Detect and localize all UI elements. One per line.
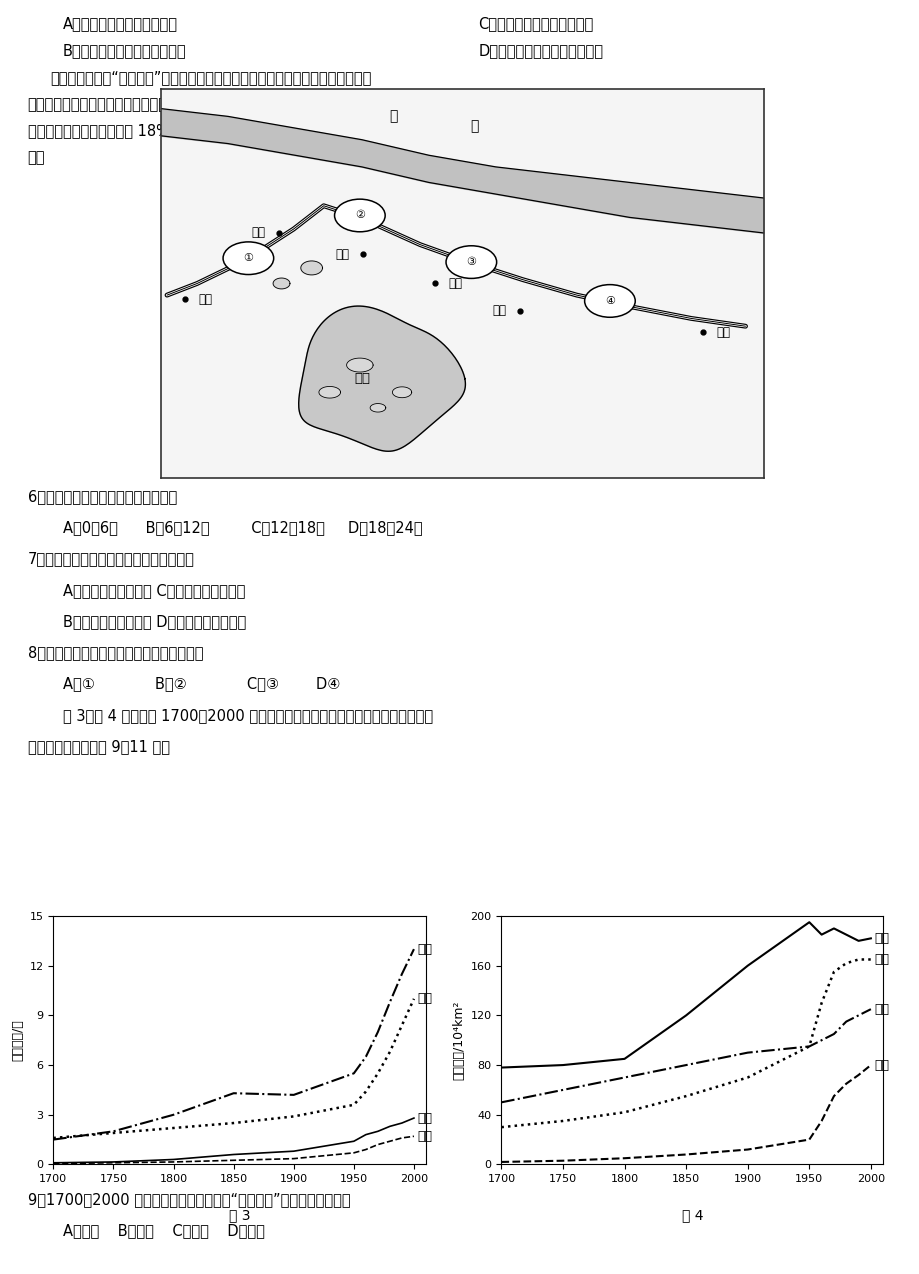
Text: ③: ③ — [466, 257, 476, 268]
Polygon shape — [273, 278, 289, 289]
Text: 6．一天当中，团雾的多发时段往往是: 6．一天当中，团雾的多发时段往往是 — [28, 489, 176, 505]
Text: 高速公路交通事故比例高达 18%左右。图 2 是沪宁高速公路示意图。据此，完成 6－8: 高速公路交通事故比例高达 18%左右。图 2 是沪宁高速公路示意图。据此，完成 … — [28, 124, 394, 139]
Text: 无锡: 无锡 — [448, 276, 462, 290]
Text: 长: 长 — [389, 110, 397, 124]
Text: 成的浓雾，具有突发性、局地性、尺度小、浓度大的特征。江苏省近年来由团雾引起的: 成的浓雾，具有突发性、局地性、尺度小、浓度大的特征。江苏省近年来由团雾引起的 — [28, 97, 359, 112]
Text: 巴西: 巴西 — [874, 1059, 889, 1071]
Text: 美国: 美国 — [874, 931, 889, 945]
Text: A．汽车尾气排放量大 C．路面昼夜温差较大: A．汽车尾气排放量大 C．路面昼夜温差较大 — [62, 583, 244, 598]
Text: 图 3: 图 3 — [229, 1208, 250, 1222]
Text: 太湖: 太湖 — [355, 372, 370, 385]
Text: 7．团雾多出现在高速公路上的主要原因是: 7．团雾多出现在高速公路上的主要原因是 — [28, 552, 194, 567]
Text: 江: 江 — [470, 118, 478, 132]
Text: B、带来了华南地区的极端天气: B、带来了华南地区的极端天气 — [62, 43, 186, 59]
Text: 图 4: 图 4 — [681, 1208, 702, 1222]
Text: 印度: 印度 — [417, 992, 432, 1005]
Text: 苏州: 苏州 — [492, 304, 505, 317]
Text: ②: ② — [355, 210, 365, 220]
Polygon shape — [346, 358, 373, 372]
Text: 中国: 中国 — [417, 943, 432, 956]
Polygon shape — [392, 387, 411, 397]
Polygon shape — [319, 386, 340, 397]
Text: D、对我国生态环境的破坏严重: D、对我国生态环境的破坏严重 — [478, 43, 603, 59]
Text: 南京: 南京 — [199, 293, 212, 306]
Text: A、说明了全球气候变暖减缓: A、说明了全球气候变暖减缓 — [62, 17, 177, 32]
Circle shape — [222, 242, 273, 274]
Text: B．沿线工业污染严重 D．临近河湖与林草地: B．沿线工业污染严重 D．临近河湖与林草地 — [62, 614, 245, 629]
Circle shape — [446, 246, 496, 279]
Polygon shape — [369, 404, 385, 412]
Text: 题。: 题。 — [28, 150, 45, 166]
Circle shape — [335, 199, 385, 232]
Circle shape — [584, 284, 634, 317]
Y-axis label: 人口数量/亿: 人口数量/亿 — [11, 1019, 24, 1061]
Text: 常州: 常州 — [335, 248, 349, 261]
Y-axis label: 耕地面积/10⁴km²: 耕地面积/10⁴km² — [451, 1000, 464, 1080]
Text: 被称为高速公路“流动杀手”的团雾，大多是由于局部区域近地面空气辐射降温而形: 被称为高速公路“流动杀手”的团雾，大多是由于局部区域近地面空气辐射降温而形 — [51, 70, 371, 85]
Text: ①: ① — [244, 254, 253, 264]
Text: A．中国    B．美国    C．巴西    D．印度: A．中国 B．美国 C．巴西 D．印度 — [62, 1223, 264, 1238]
Text: 中国: 中国 — [874, 1003, 889, 1015]
Text: 印度: 印度 — [874, 953, 889, 966]
Text: 镇江: 镇江 — [251, 227, 265, 240]
Text: 巴西: 巴西 — [417, 1130, 432, 1143]
Text: ④: ④ — [605, 296, 614, 306]
Text: 上海: 上海 — [716, 326, 730, 339]
Text: 美国: 美国 — [417, 1111, 432, 1125]
Text: 图 3、图 4 分别示意 1700－2000 年中国、美国、巴西和印度四国人口和耕地的变: 图 3、图 4 分别示意 1700－2000 年中国、美国、巴西和印度四国人口和… — [62, 708, 432, 722]
Text: 化状况。读图，完成 9－11 题。: 化状况。读图，完成 9－11 题。 — [28, 739, 169, 754]
Polygon shape — [299, 306, 465, 451]
Text: A．①             B．②             C．③        D④: A．① B．② C．③ D④ — [62, 676, 339, 692]
Polygon shape — [301, 261, 323, 275]
Text: 8，沪宁高速公路团雾发生频率最大的地点是: 8，沪宁高速公路团雾发生频率最大的地点是 — [28, 645, 203, 660]
Text: C、扩大了北半球寒带的范围: C、扩大了北半球寒带的范围 — [478, 17, 593, 32]
Text: A．0－6时      B．6－12时         C．12－18时     D．18－24时: A．0－6时 B．6－12时 C．12－18时 D．18－24时 — [62, 520, 422, 535]
Text: 9．1700－2000 年，人均耕地面积明显呈“先增后减”变化态势的国家是: 9．1700－2000 年，人均耕地面积明显呈“先增后减”变化态势的国家是 — [28, 1192, 350, 1208]
